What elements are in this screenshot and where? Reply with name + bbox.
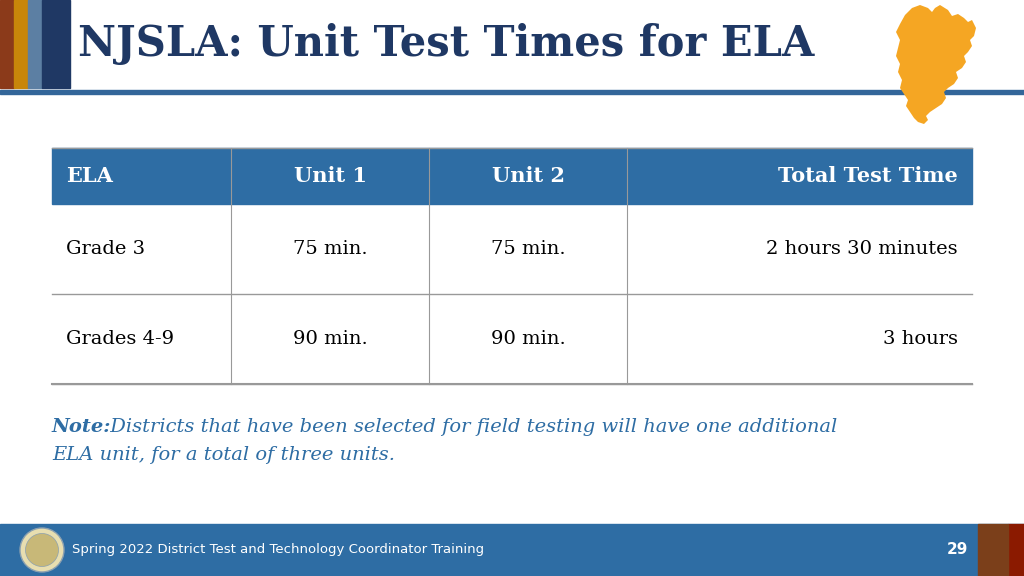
Text: NJSLA: Unit Test Times for ELA: NJSLA: Unit Test Times for ELA (78, 23, 814, 65)
Bar (52, 204, 972, 294)
Text: Spring 2022 District Test and Technology Coordinator Training: Spring 2022 District Test and Technology… (72, 544, 484, 556)
Bar (0, 524, 1024, 576)
Bar (52, 148, 972, 204)
Text: 75 min.: 75 min. (490, 240, 565, 258)
Text: Unit 2: Unit 2 (492, 166, 564, 186)
Text: 3 hours: 3 hours (883, 330, 958, 348)
Text: ELA: ELA (66, 166, 113, 186)
Bar (1008, 524, 1024, 576)
Text: 29: 29 (946, 543, 968, 558)
Text: Note:: Note: (52, 418, 112, 436)
Bar (0, 0, 14, 88)
Polygon shape (896, 5, 976, 124)
Text: Grades 4-9: Grades 4-9 (66, 330, 174, 348)
Text: Grade 3: Grade 3 (66, 240, 145, 258)
Text: ELA unit, for a total of three units.: ELA unit, for a total of three units. (52, 446, 395, 464)
Text: 2 hours 30 minutes: 2 hours 30 minutes (766, 240, 958, 258)
Text: 90 min.: 90 min. (490, 330, 565, 348)
Bar (0, 90, 1024, 94)
Bar (28, 0, 42, 88)
Text: 90 min.: 90 min. (293, 330, 368, 348)
Text: Districts that have been selected for field testing will have one additional: Districts that have been selected for fi… (104, 418, 838, 436)
Bar (42, 0, 70, 88)
Circle shape (26, 533, 58, 567)
Bar (978, 524, 1008, 576)
Bar (14, 0, 28, 88)
Text: 75 min.: 75 min. (293, 240, 368, 258)
Bar (52, 294, 972, 384)
Circle shape (20, 528, 63, 572)
Text: Total Test Time: Total Test Time (778, 166, 958, 186)
Text: Unit 1: Unit 1 (294, 166, 367, 186)
